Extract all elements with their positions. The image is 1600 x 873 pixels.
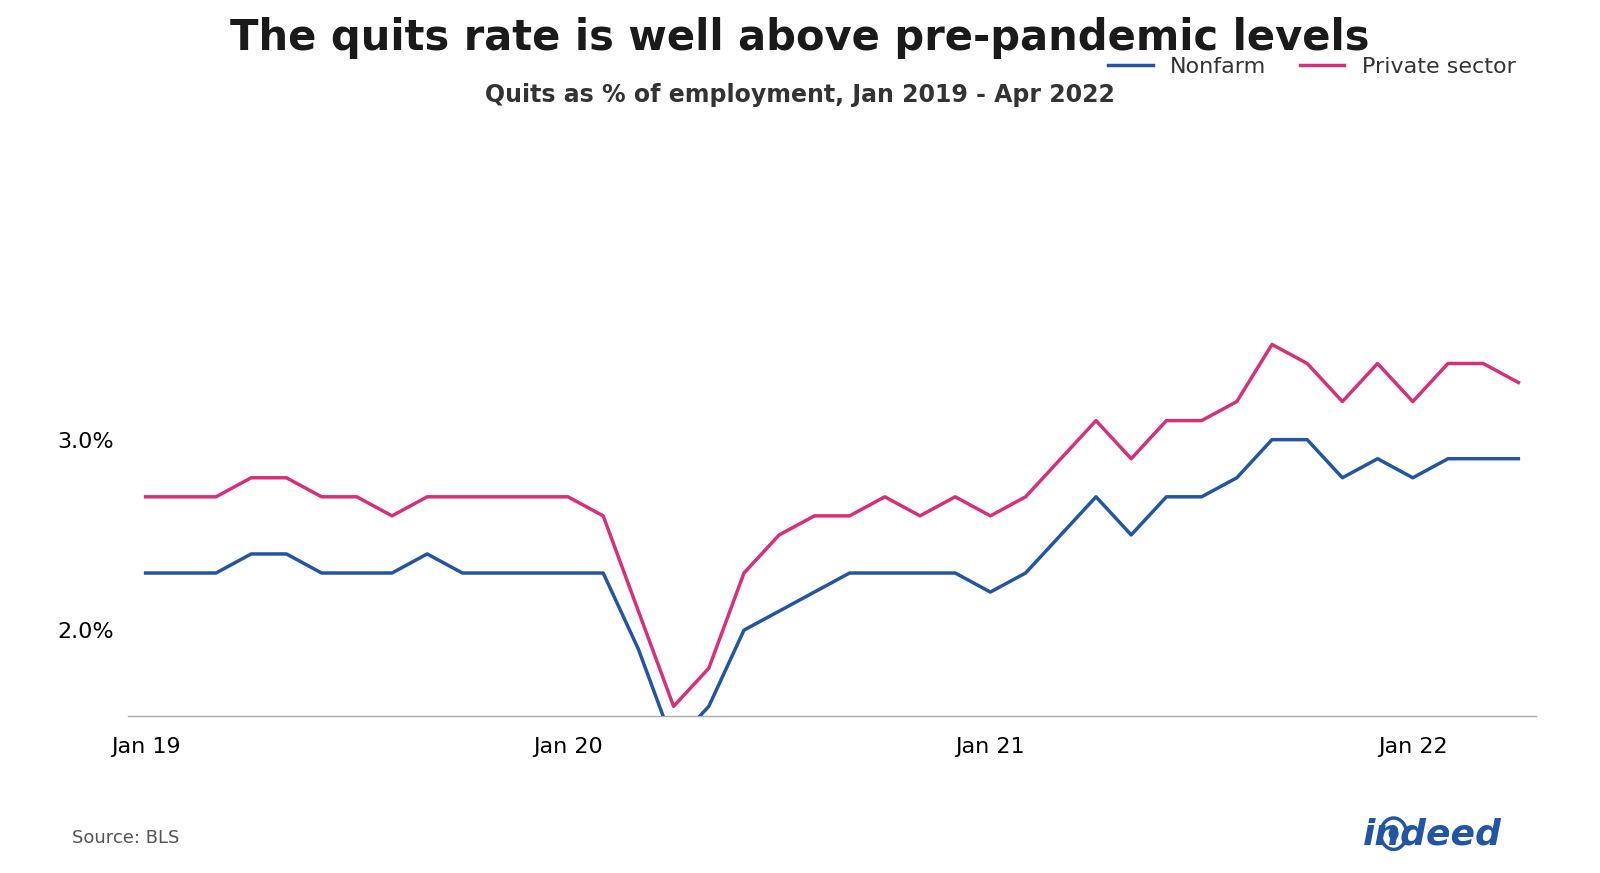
Circle shape [1389,828,1398,839]
Text: Quits as % of employment, Jan 2019 - Apr 2022: Quits as % of employment, Jan 2019 - Apr… [485,83,1115,107]
Legend: Nonfarm, Private sector: Nonfarm, Private sector [1099,48,1525,86]
Text: Source: BLS: Source: BLS [72,828,179,847]
Text: indeed: indeed [1363,817,1501,851]
Text: The quits rate is well above pre-pandemic levels: The quits rate is well above pre-pandemi… [230,17,1370,59]
